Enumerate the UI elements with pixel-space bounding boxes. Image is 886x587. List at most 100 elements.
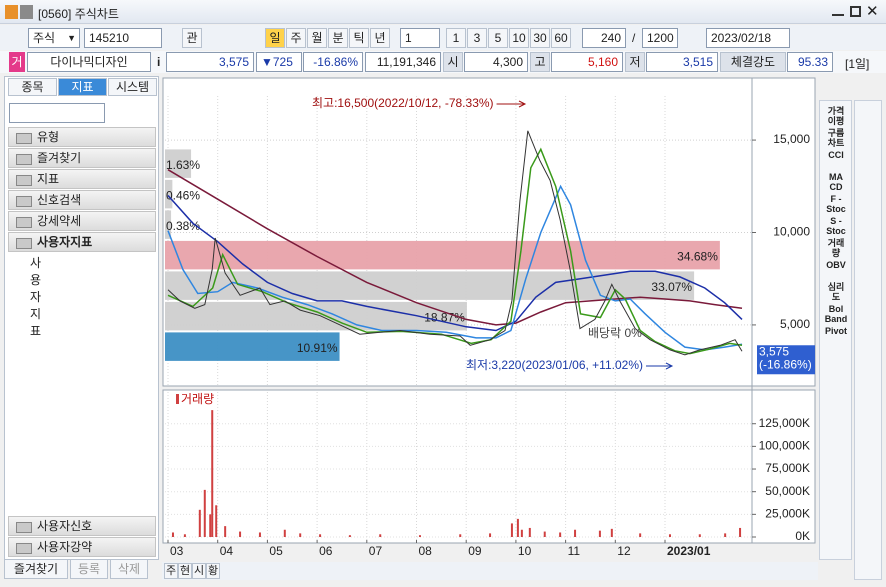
y-tick-label: 15,000 [773,132,810,146]
date-input[interactable]: 2023/02/18 [706,28,790,48]
indicator-button[interactable]: F - Stoc [826,194,846,214]
volume-bar [543,531,546,537]
strength-label: 체결강도 [720,52,786,72]
volume-bar [348,535,351,537]
indicator-button[interactable]: MA CD [829,172,843,192]
indicator-button[interactable]: 거래 량 [827,238,845,258]
quick-buttons: 1 3 5 10 30 60 [446,28,574,48]
volume-bar [489,533,492,537]
indicator-button[interactable]: CCI [828,150,844,160]
search-input[interactable] [9,103,105,123]
period-label: [1일] [845,57,870,71]
count-input[interactable]: 240 [582,28,626,48]
sub-item[interactable]: 사용자지표 [30,256,42,338]
group-item[interactable]: 사용자신호 [8,516,156,536]
panel-tab[interactable]: 시스템 [108,78,157,96]
quick-button[interactable]: 60 [551,28,571,48]
help-icon[interactable] [20,5,33,19]
market-select[interactable]: 주식 ▼ [28,28,80,48]
bottom-tab[interactable]: 주 [164,563,178,579]
volume-bar [203,489,206,537]
total-input[interactable]: 1200 [642,28,678,48]
minimize-button[interactable] [832,14,844,16]
volume-bar [574,529,577,537]
indicator-button[interactable]: Bol Band [824,304,848,324]
quick-button[interactable]: 1 [446,28,466,48]
indicator-button[interactable]: 구름 차트 [827,128,845,148]
bottom-tab[interactable]: 황 [206,563,220,579]
period-button[interactable]: 분 [328,28,348,48]
panel-tab[interactable]: 종목 [8,78,57,96]
group-item[interactable]: 신호검색 [8,190,156,210]
group-item[interactable]: 유형 [8,127,156,147]
maximize-button[interactable] [850,6,861,17]
indicator-button[interactable]: 심리 도 [827,282,845,302]
indicator-toolbar [819,100,852,560]
y-tick-label: 75,000K [765,461,810,475]
x-tick-label: 03 [170,544,184,558]
bottom-tab[interactable]: 현 [178,563,192,579]
period-button[interactable]: 틱 [349,28,369,48]
info-button[interactable]: i [157,55,161,69]
period-button[interactable]: 년 [370,28,390,48]
period-button[interactable]: 일 [265,28,285,48]
volume-profile-bar [165,332,340,361]
title-bar: [0560] 주식차트 ✕ [0,0,886,24]
indicator-button[interactable]: 가격 이평 [827,106,845,126]
stock-name[interactable]: 다이나믹디자인 [27,52,151,72]
footer-button[interactable]: 등록 [70,559,108,579]
last-price-text: (-16.86%) [759,357,812,371]
quick-button[interactable]: 3 [467,28,487,48]
volume-bar [510,523,513,537]
panel-tab[interactable]: 지표 [58,78,107,96]
group-item[interactable]: 지표 [8,169,156,189]
y-tick-label: 50,000K [765,484,810,498]
price: 3,575 [166,52,254,72]
volume-bar [698,534,701,537]
volume-bar [319,534,322,537]
legend-marker [176,394,179,404]
high-label: 고 [530,52,550,72]
low: 3,515 [646,52,718,72]
x-tick-label: 08 [419,544,433,558]
volume-bar [215,505,218,537]
indicator-button[interactable]: S - Stoc [826,216,846,236]
volume-bar [183,534,186,537]
y-tick-label: 125,000K [759,416,810,430]
footer-button[interactable]: 삭제 [110,559,148,579]
volume-profile-label: 1.63% [166,158,200,172]
x-tick-label: 07 [369,544,383,558]
volume-profile-label: 0.46% [166,188,200,202]
period-button[interactable]: 월 [307,28,327,48]
group-item[interactable]: 사용자지표 [8,232,156,252]
bottom-tab[interactable]: 시 [192,563,206,579]
indicator-button[interactable]: OBV [826,260,846,270]
volume-bar [283,529,286,537]
interval-select[interactable]: 1 [400,28,440,48]
window-title: [0560] 주식차트 [38,7,119,21]
volume-bar [724,533,727,537]
code-input[interactable]: 145210 [84,28,162,48]
indicator-button[interactable]: Pivot [824,326,847,336]
volume-bar [224,526,227,537]
group-item[interactable]: 즐겨찾기 [8,148,156,168]
volume-profile-label: 18.87% [424,310,465,324]
close-button[interactable]: ✕ [866,3,879,20]
quick-button[interactable]: 5 [488,28,508,48]
quick-button[interactable]: 30 [530,28,550,48]
group-item[interactable]: 사용자강약 [8,537,156,557]
annotation-arrowhead [518,100,527,108]
group-item[interactable]: 강세약세 [8,211,156,231]
annotation: 최고:16,500(2022/10/12, -78.33%) [312,96,494,110]
gwan-button[interactable]: 관 [182,28,202,48]
volume-profile-bar [165,271,695,300]
annotation-arrowhead [665,362,674,370]
x-tick-label: 06 [319,544,333,558]
quick-button[interactable]: 10 [509,28,529,48]
volume-bar [610,528,613,537]
change: ▼725 [256,52,302,72]
period-button[interactable]: 주 [286,28,306,48]
footer-button[interactable]: 즐겨찾기 [4,559,68,579]
